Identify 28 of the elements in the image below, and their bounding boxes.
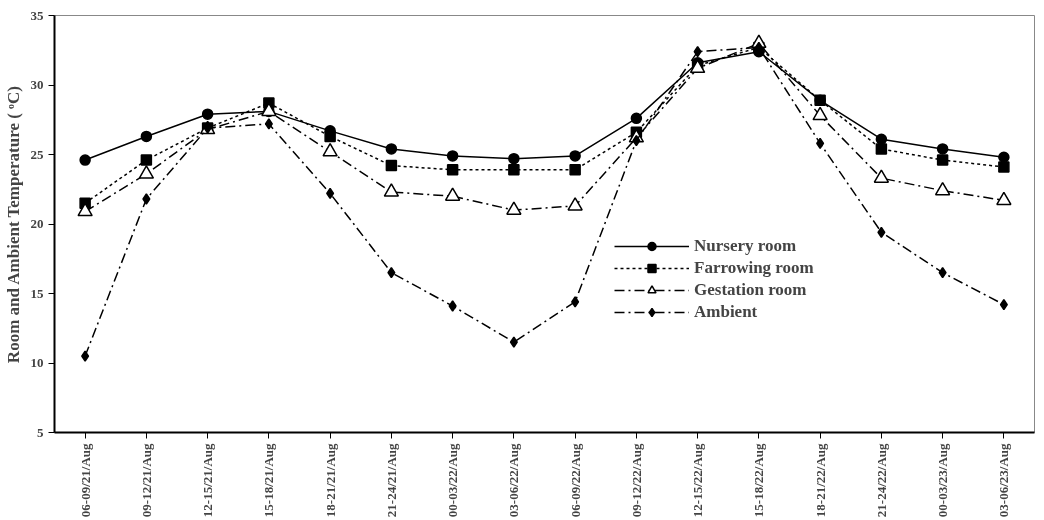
x-tick-label: 15-18/21/Aug <box>261 443 277 518</box>
legend-label: Farrowing room <box>694 258 814 278</box>
legend-label: Gestation room <box>694 280 807 300</box>
x-tick-label: 15-18/22/Aug <box>751 443 767 518</box>
x-tick-label: 09-12/21/Aug <box>138 443 154 518</box>
legend-label: Nursery room <box>694 236 797 256</box>
y-axis-title: Room and Ambient Temperature ( ᵒC) <box>3 86 23 364</box>
x-tick-label: 18-21/22/Aug <box>812 443 828 518</box>
x-tick-label: 12-15/22/Aug <box>690 443 706 518</box>
y-tick-label: 15 <box>30 285 44 301</box>
x-tick-label: 09-12/22/Aug <box>628 443 644 518</box>
legend-label: Ambient <box>694 302 758 322</box>
x-tick-label: 18-21/21/Aug <box>322 443 338 518</box>
x-tick-label: 00-03/22/Aug <box>445 443 461 518</box>
y-tick-label: 30 <box>30 77 44 92</box>
x-tick-label: 21-24/22/Aug <box>873 443 889 518</box>
y-tick-label: 20 <box>30 216 44 231</box>
x-tick-label: 21-24/21/Aug <box>383 443 399 518</box>
y-tick-label: 35 <box>30 7 44 23</box>
x-tick-label: 06-09/22/Aug <box>567 443 583 518</box>
x-tick-label: 03-06/22/Aug <box>506 443 522 518</box>
y-tick-label: 25 <box>30 146 44 162</box>
x-tick-label: 12-15/21/Aug <box>200 443 216 518</box>
y-tick-label: 5 <box>37 424 44 440</box>
x-tick-label: 03-06/23/Aug <box>996 443 1012 518</box>
y-tick-label: 10 <box>30 355 44 370</box>
x-tick-label: 00-03/23/Aug <box>935 443 951 518</box>
x-tick-label: 06-09/21/Aug <box>77 443 93 518</box>
